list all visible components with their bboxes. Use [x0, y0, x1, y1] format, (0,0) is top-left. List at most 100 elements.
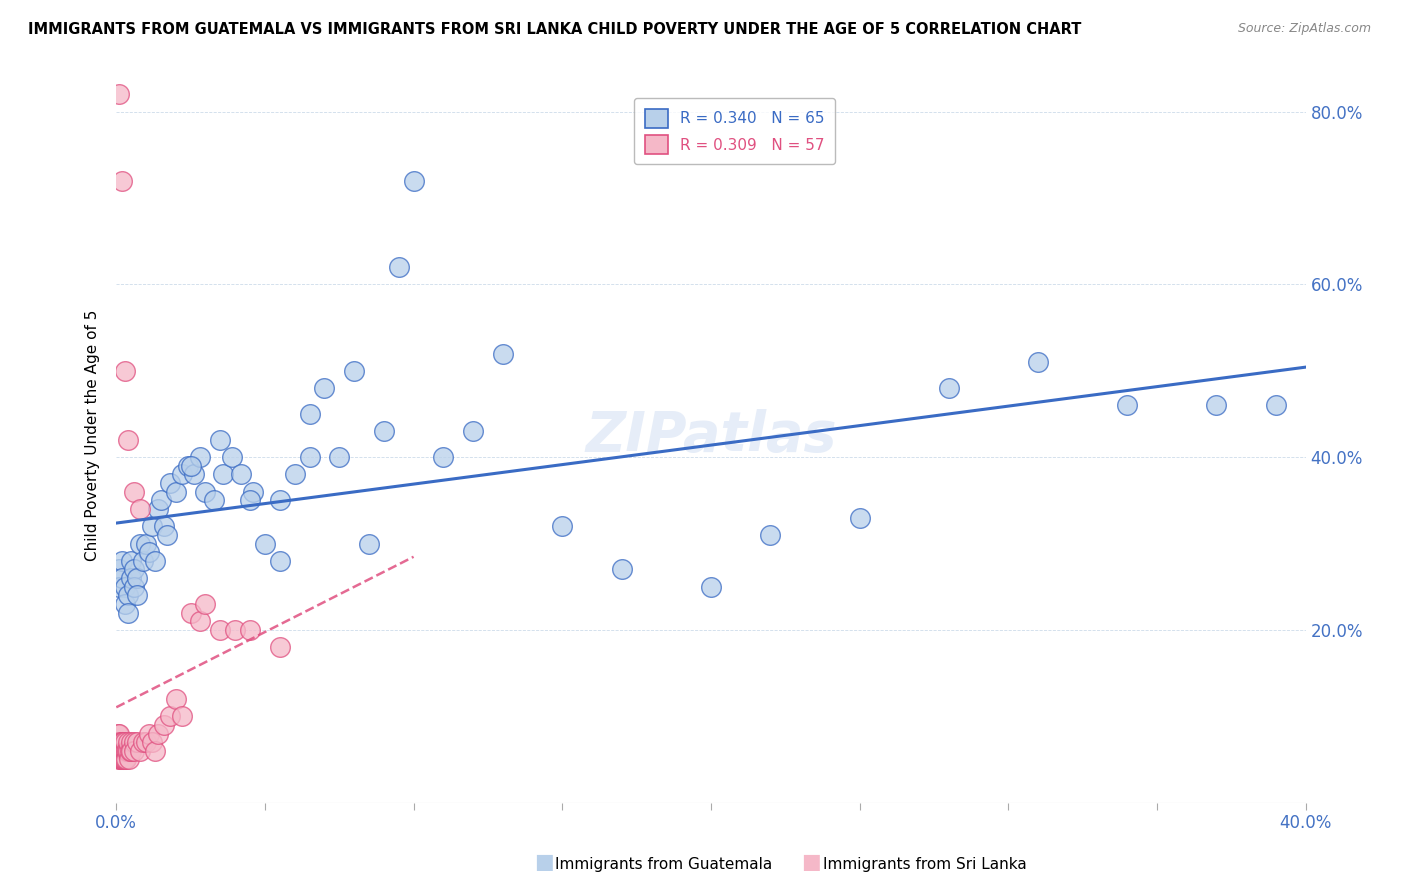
Point — [122, 484, 145, 499]
Point — [115, 752, 138, 766]
Point — [1264, 398, 1286, 412]
Point — [108, 726, 131, 740]
Point — [461, 424, 484, 438]
Point — [146, 502, 169, 516]
Point — [107, 726, 129, 740]
Point — [176, 458, 198, 473]
Point — [194, 484, 217, 499]
Point — [120, 554, 142, 568]
Point — [269, 554, 291, 568]
Point — [388, 260, 411, 274]
Point — [242, 484, 264, 499]
Point — [108, 562, 131, 576]
Point — [402, 174, 425, 188]
Point — [112, 735, 135, 749]
Point — [156, 528, 179, 542]
Point — [202, 493, 225, 508]
Point — [117, 735, 139, 749]
Point — [209, 433, 232, 447]
Text: Immigrants from Sri Lanka: Immigrants from Sri Lanka — [823, 857, 1026, 872]
Point — [188, 450, 211, 464]
Text: Source: ZipAtlas.com: Source: ZipAtlas.com — [1237, 22, 1371, 36]
Point — [111, 752, 134, 766]
Point — [224, 623, 246, 637]
Point — [551, 519, 574, 533]
Point — [108, 735, 131, 749]
Point — [194, 597, 217, 611]
Point — [115, 744, 138, 758]
Point — [1116, 398, 1139, 412]
Point — [114, 735, 136, 749]
Point — [209, 623, 232, 637]
Point — [111, 735, 134, 749]
Point — [432, 450, 454, 464]
Point — [149, 493, 172, 508]
Point — [141, 735, 163, 749]
Point — [170, 709, 193, 723]
Point — [143, 744, 166, 758]
Point — [141, 519, 163, 533]
Point — [118, 744, 141, 758]
Point — [117, 588, 139, 602]
Point — [122, 735, 145, 749]
Point — [111, 735, 134, 749]
Point — [122, 562, 145, 576]
Point — [114, 744, 136, 758]
Point — [129, 502, 152, 516]
Text: IMMIGRANTS FROM GUATEMALA VS IMMIGRANTS FROM SRI LANKA CHILD POVERTY UNDER THE A: IMMIGRANTS FROM GUATEMALA VS IMMIGRANTS … — [28, 22, 1081, 37]
Point — [239, 623, 262, 637]
Point — [111, 554, 134, 568]
Point — [153, 718, 176, 732]
Point — [231, 467, 253, 482]
Point — [183, 467, 205, 482]
Point — [284, 467, 307, 482]
Point — [212, 467, 235, 482]
Point — [120, 735, 142, 749]
Point — [269, 493, 291, 508]
Point — [138, 726, 160, 740]
Point — [111, 752, 134, 766]
Point — [117, 433, 139, 447]
Point — [938, 381, 960, 395]
Point — [108, 87, 131, 102]
Point — [129, 536, 152, 550]
Point — [343, 364, 366, 378]
Point — [357, 536, 380, 550]
Point — [107, 744, 129, 758]
Point — [111, 174, 134, 188]
Point — [110, 752, 132, 766]
Point — [1026, 355, 1049, 369]
Point — [110, 744, 132, 758]
Point — [159, 476, 181, 491]
Point — [848, 510, 870, 524]
Text: ZIPatlas: ZIPatlas — [585, 409, 837, 463]
Point — [135, 735, 157, 749]
Point — [298, 450, 321, 464]
Point — [610, 562, 633, 576]
Text: ■: ■ — [801, 853, 821, 872]
Point — [114, 364, 136, 378]
Point — [269, 640, 291, 654]
Point — [112, 752, 135, 766]
Point — [125, 588, 148, 602]
Point — [125, 571, 148, 585]
Point — [759, 528, 782, 542]
Point — [111, 744, 134, 758]
Point — [114, 580, 136, 594]
Point — [298, 407, 321, 421]
Point — [170, 467, 193, 482]
Point — [117, 606, 139, 620]
Point — [132, 554, 155, 568]
Point — [700, 580, 723, 594]
Point — [492, 346, 515, 360]
Text: Immigrants from Guatemala: Immigrants from Guatemala — [555, 857, 773, 872]
Point — [110, 735, 132, 749]
Point — [108, 744, 131, 758]
Point — [143, 554, 166, 568]
Point — [129, 744, 152, 758]
Point — [120, 744, 142, 758]
Point — [114, 597, 136, 611]
Point — [112, 744, 135, 758]
Point — [117, 744, 139, 758]
Point — [135, 536, 157, 550]
